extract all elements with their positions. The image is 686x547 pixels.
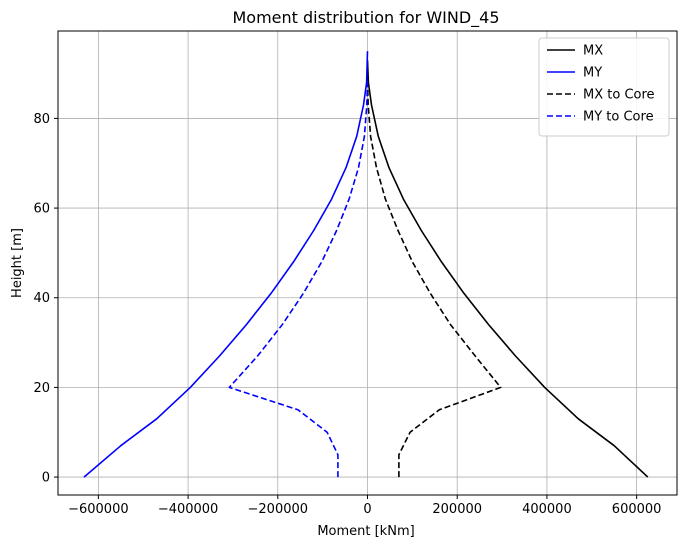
chart-title: Moment distribution for WIND_45 [232,8,499,28]
x-tick-label: 200000 [432,502,482,517]
legend-label: MY to Core [583,110,654,125]
x-tick-label: −600000 [68,502,129,517]
y-tick-label: 40 [33,291,50,306]
legend: MX MY MX to Core MY to Core [538,37,670,137]
y-tick-label: 20 [33,381,50,396]
legend-label: MX [583,44,603,59]
legend-label: MY [583,66,602,81]
series-line-my-to-core [228,82,369,478]
series-group [83,51,649,478]
x-axis-label: Moment [kNm] [317,524,414,539]
y-tick-label: 0 [42,471,50,486]
y-axis-label: Height [m] [10,228,25,298]
series-line-my [83,51,369,478]
x-tick-label: 400000 [522,502,572,517]
legend-box [538,37,670,137]
grid [58,31,677,495]
x-tick-label: −200000 [248,502,309,517]
y-tick-label: 80 [33,112,50,127]
series-line-mx-to-core [366,82,502,478]
x-tick-label: 600000 [612,502,662,517]
series-line-mx [366,60,649,478]
y-tick-label: 60 [33,202,50,217]
x-tick-label: −400000 [158,502,219,517]
legend-label: MX to Core [583,88,655,103]
axis-ticks: −600000 −400000 −200000 0 200000 400000 600000… [33,112,661,517]
x-tick-label: 0 [363,502,371,517]
